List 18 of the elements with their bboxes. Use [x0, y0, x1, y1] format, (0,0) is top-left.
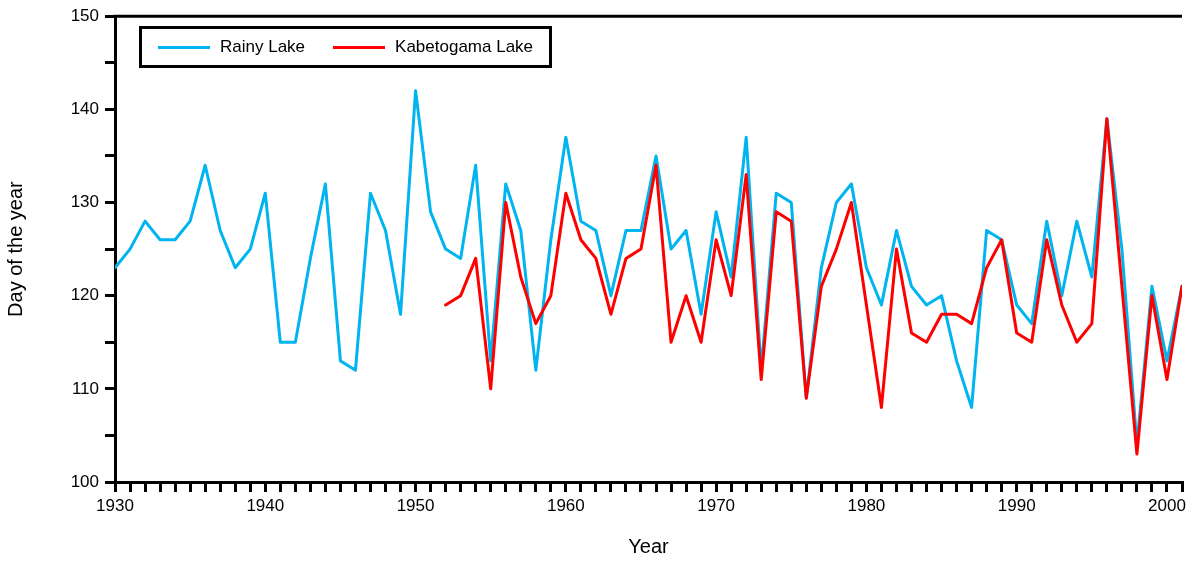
- x-tick-label: 1950: [396, 495, 435, 515]
- x-tick-label: 1990: [997, 495, 1036, 515]
- y-tick-label: 140: [70, 99, 99, 119]
- y-tick-label: 110: [71, 378, 99, 398]
- x-axis-title: Year: [628, 534, 670, 557]
- y-axis-title: Day of the year: [3, 180, 26, 317]
- x-tick-label: 1970: [697, 495, 736, 515]
- legend-label: Kabetogama Lake: [395, 37, 534, 58]
- legend-label: Rainy Lake: [220, 37, 306, 58]
- y-tick-label: 130: [70, 192, 99, 212]
- x-tick-label: 2000: [1148, 495, 1186, 515]
- x-tick-label: 1930: [96, 495, 134, 515]
- x-tick-label: 1960: [546, 495, 585, 515]
- y-tick-label: 100: [70, 471, 99, 491]
- x-tick-label: 1940: [246, 495, 285, 515]
- x-tick-label: 1980: [847, 495, 886, 515]
- y-tick-label: 120: [70, 285, 99, 305]
- y-tick-label: 150: [70, 5, 99, 25]
